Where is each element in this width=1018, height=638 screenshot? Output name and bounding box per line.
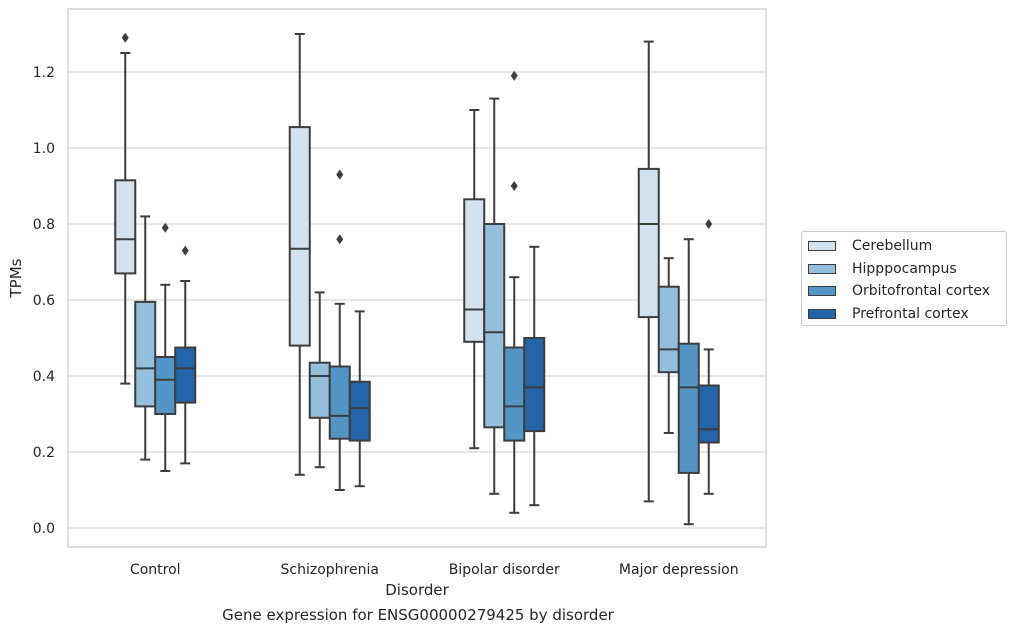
outlier-point: [510, 70, 518, 81]
outlier-point: [705, 219, 713, 229]
box: [288, 126, 311, 347]
x-tick-label: Schizophrenia: [281, 562, 379, 578]
legend-swatch-prefrontal: [808, 309, 836, 320]
y-axis-label: TPMs: [7, 258, 25, 298]
legend-swatch-orbitofrontal: [808, 286, 836, 297]
box: [677, 342, 700, 474]
box: [503, 346, 526, 442]
box: [134, 300, 157, 408]
legend-item: Orbitofrontal cortex: [808, 280, 1006, 303]
y-tick-label: 0.0: [33, 521, 55, 537]
box: [154, 356, 177, 415]
y-tick-label: 1.0: [33, 141, 55, 157]
figure-caption: Gene expression for ENSG00000279425 by d…: [222, 606, 614, 624]
box: [637, 167, 660, 319]
outlier-point: [121, 32, 129, 43]
outlier-point: [336, 234, 344, 245]
box: [348, 380, 371, 442]
legend-label: Prefrontal cortex: [852, 306, 969, 323]
legend-swatch-cerebellum: [808, 241, 836, 252]
x-tick-label: Major depression: [619, 562, 739, 578]
legend-swatch-hippocampus: [808, 263, 836, 274]
legend-label: Cerebellum: [852, 238, 933, 255]
legend: Cerebellum Hipppocampus Orbitofrontal co…: [801, 231, 1007, 326]
box: [483, 223, 506, 429]
outlier-point: [510, 181, 518, 191]
x-axis-label: Disorder: [385, 581, 449, 599]
outlier-point: [336, 169, 344, 180]
outlier-point: [181, 245, 189, 256]
legend-item: Prefrontal cortex: [808, 303, 1006, 326]
box: [523, 337, 546, 433]
box: [657, 285, 680, 374]
box: [174, 346, 197, 404]
legend-label: Orbitofrontal cortex: [852, 283, 990, 300]
box: [308, 361, 331, 419]
box: [463, 198, 486, 343]
legend-item: Cerebellum: [808, 235, 1006, 258]
box: [328, 365, 351, 440]
plot-frame: [67, 8, 767, 548]
y-tick-label: 1.2: [33, 65, 55, 81]
box: [697, 384, 720, 444]
x-tick-label: Bipolar disorder: [449, 562, 560, 578]
y-tick-label: 0.8: [33, 217, 55, 233]
outlier-point: [161, 222, 169, 233]
box: [114, 179, 137, 275]
y-tick-label: 0.4: [33, 369, 55, 385]
legend-label: Hipppocampus: [852, 260, 957, 277]
y-tick-label: 0.6: [33, 293, 55, 309]
x-tick-label: Control: [130, 562, 181, 578]
legend-item: Hipppocampus: [808, 258, 1006, 281]
y-tick-label: 0.2: [33, 445, 55, 461]
